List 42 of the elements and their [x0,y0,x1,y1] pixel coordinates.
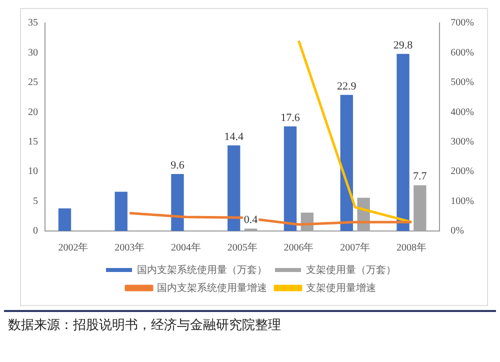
y2-tick-label: 400% [450,106,474,118]
y-tick-label: 5 [33,196,38,207]
y2-tick-label: 700% [450,18,474,29]
bar [171,174,184,231]
y2-tick-label: 0% [450,226,464,237]
x-tick-label: 2003年 [114,242,145,254]
data-label: 17.6 [280,112,300,124]
y-tick-label: 30 [28,47,38,58]
y-tick-label: 0 [33,226,38,237]
data-label: 29.8 [393,39,414,52]
data-label: 7.7 [413,170,428,183]
bar [396,54,410,231]
x-tick-label: 2004年 [170,242,201,254]
x-tick-label: 2002年 [58,242,88,254]
y2-tick-label: 200% [450,166,474,178]
x-tick-label: 2008年 [396,242,426,254]
y2-tick-label: 500% [450,77,474,88]
y-tick-label: 10 [28,166,38,178]
bar [58,208,72,231]
bar [340,94,353,231]
legend-label: 国内支架系统使用量增速 [157,282,267,294]
bar [228,145,240,231]
x-tick-label: 2005年 [227,242,258,254]
y-tick-label: 25 [28,77,38,88]
y2-tick-label: 100% [450,196,474,207]
data-label: 14.4 [224,130,244,143]
x-tick-label: 2007年 [340,242,370,254]
legend-label: 支架使用量（万套） [306,264,396,276]
y-tick-label: 15 [28,136,38,148]
data-label: 22.9 [337,80,357,92]
bar [284,126,297,231]
data-label: 9.6 [170,159,185,172]
source-note: 数据来源：招股说明书，经济与金融研究院整理 [8,317,281,334]
legend-label: 支架使用量增速 [306,282,376,294]
y-tick-label: 35 [28,18,38,29]
data-label: 0.4 [244,214,258,226]
y2-tick-label: 300% [450,136,474,148]
bar [114,192,128,231]
y-tick-label: 20 [28,106,38,118]
y2-tick-label: 600% [450,47,474,58]
x-tick-label: 2006年 [284,242,314,254]
legend-label: 国内支架系统使用量（万套） [137,264,267,276]
